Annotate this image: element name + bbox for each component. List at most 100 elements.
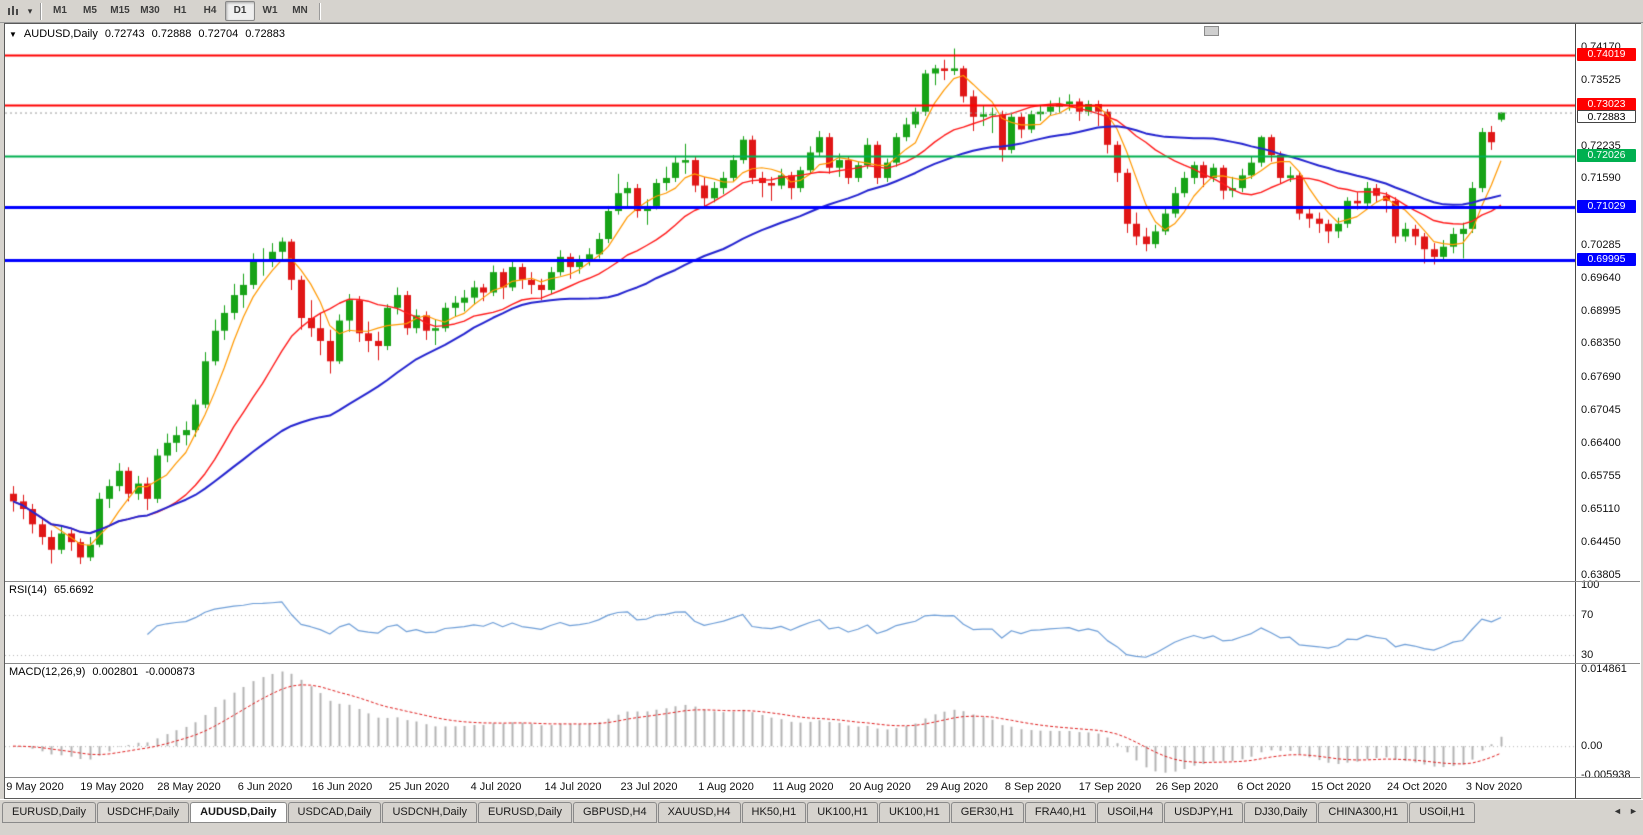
time-axis-label: 4 Jul 2020 bbox=[470, 781, 522, 793]
symbol-collapse-icon[interactable]: ▼ bbox=[9, 29, 17, 39]
macd-tick: -0.005938 bbox=[1581, 769, 1631, 781]
tab-gbpusd-h4[interactable]: GBPUSD,H4 bbox=[573, 802, 657, 823]
time-axis-label: 15 Oct 2020 bbox=[1311, 781, 1371, 793]
price-tick: 0.68995 bbox=[1581, 305, 1621, 317]
tab-eurusd-daily[interactable]: EURUSD,Daily bbox=[2, 802, 96, 823]
rsi-name: RSI(14) bbox=[9, 584, 47, 596]
price-tick: 0.73525 bbox=[1581, 74, 1621, 86]
panel-separator[interactable] bbox=[5, 663, 1640, 664]
dropdown-caret-icon[interactable]: ▾ bbox=[27, 5, 33, 16]
tab-uk100-h1[interactable]: UK100,H1 bbox=[878, 802, 950, 823]
price-tick: 0.69640 bbox=[1581, 272, 1621, 284]
macd-indicator-label: MACD(12,26,9) 0.002801 -0.000873 bbox=[9, 666, 195, 678]
chart-area: ▼ AUDUSD,Daily 0.72743 0.72888 0.72704 0… bbox=[4, 23, 1641, 799]
time-axis-label: 3 Nov 2020 bbox=[1465, 781, 1523, 793]
current-price-badge: 0.72883 bbox=[1577, 110, 1636, 123]
timeframe-button-m15[interactable]: M15 bbox=[110, 5, 130, 16]
time-axis-label: 19 May 2020 bbox=[80, 781, 144, 793]
tab-china300-h1[interactable]: CHINA300,H1 bbox=[1318, 802, 1409, 823]
level-price-badge: 0.73023 bbox=[1577, 98, 1636, 111]
price-tick: 0.63805 bbox=[1581, 569, 1621, 581]
tab-usdjpy-h1[interactable]: USDJPY,H1 bbox=[1164, 802, 1244, 823]
timeframe-button-m30[interactable]: M30 bbox=[140, 5, 160, 16]
price-chart-canvas[interactable] bbox=[5, 24, 1575, 798]
macd-name: MACD(12,26,9) bbox=[9, 666, 86, 678]
ohlc-close: 0.72883 bbox=[245, 28, 285, 40]
ohlc-high: 0.72888 bbox=[151, 28, 192, 40]
tab-usdcnh-daily[interactable]: USDCNH,Daily bbox=[382, 802, 478, 823]
ohlc-open: 0.72743 bbox=[104, 28, 145, 40]
time-axis-label: 16 Jun 2020 bbox=[311, 781, 373, 793]
tab-xauusd-h4[interactable]: XAUUSD,H4 bbox=[657, 802, 741, 823]
macd-signal-value: -0.000873 bbox=[145, 666, 195, 678]
chart-tabs: EURUSD,Daily USDCHF,Daily AUDUSD,Daily USDC… bbox=[2, 802, 1607, 823]
time-axis-label: 26 Sep 2020 bbox=[1155, 781, 1219, 793]
timeframe-button-m1[interactable]: M1 bbox=[53, 5, 67, 16]
price-tick: 0.65110 bbox=[1581, 503, 1620, 515]
time-axis-label: 28 May 2020 bbox=[157, 781, 221, 793]
time-axis-label: 8 Sep 2020 bbox=[1004, 781, 1062, 793]
toolbar-separator bbox=[319, 2, 320, 20]
rsi-value: 65.6692 bbox=[53, 584, 94, 596]
price-tick: 0.67045 bbox=[1581, 404, 1621, 416]
panel-separator bbox=[5, 777, 1640, 778]
macd-value: 0.002801 bbox=[92, 666, 139, 678]
tab-audusd-daily[interactable]: AUDUSD,Daily bbox=[190, 802, 287, 823]
level-price-badge: 0.71029 bbox=[1577, 200, 1636, 213]
tab-hk50-h1[interactable]: HK50,H1 bbox=[741, 802, 807, 823]
price-tick: 0.68350 bbox=[1581, 337, 1621, 349]
tab-uk100-h1[interactable]: UK100,H1 bbox=[807, 802, 878, 823]
price-tick: 0.65755 bbox=[1581, 470, 1621, 482]
tab-usoil-h4[interactable]: USOil,H4 bbox=[1097, 802, 1164, 823]
tab-usdcad-daily[interactable]: USDCAD,Daily bbox=[287, 802, 382, 823]
time-axis-label: 24 Oct 2020 bbox=[1387, 781, 1447, 793]
timeframe-button-w1[interactable]: W1 bbox=[262, 5, 278, 16]
tabs-scroll-right-icon[interactable]: ► bbox=[1629, 806, 1638, 816]
time-axis-label: 23 Jul 2020 bbox=[620, 781, 678, 793]
level-price-badge: 0.74019 bbox=[1577, 48, 1636, 61]
price-tick: 0.67690 bbox=[1581, 371, 1621, 383]
time-axis[interactable]: 9 May 2020 19 May 2020 28 May 2020 6 Jun 20… bbox=[5, 779, 1575, 797]
rsi-indicator-label: RSI(14) 65.6692 bbox=[9, 584, 94, 596]
time-axis-label: 6 Oct 2020 bbox=[1237, 781, 1291, 793]
price-tick: 0.64450 bbox=[1581, 536, 1621, 548]
chart-shift-marker[interactable] bbox=[1204, 26, 1219, 36]
price-tick: 0.71590 bbox=[1581, 172, 1621, 184]
time-axis-label: 11 Aug 2020 bbox=[772, 781, 834, 793]
panel-separator[interactable] bbox=[5, 581, 1640, 582]
time-axis-label: 29 Aug 2020 bbox=[926, 781, 988, 793]
rsi-tick: 100 bbox=[1581, 579, 1600, 591]
timeframes-toolbar: ▾ M1 M5 M15 M30 H1 H4 D1 W1 MN bbox=[0, 0, 1643, 23]
tab-eurusd-daily[interactable]: EURUSD,Daily bbox=[478, 802, 572, 823]
tab-usdchf-daily[interactable]: USDCHF,Daily bbox=[96, 802, 190, 823]
tab-ger30-h1[interactable]: GER30,H1 bbox=[950, 802, 1024, 823]
time-axis-label: 1 Aug 2020 bbox=[698, 781, 754, 793]
timeframe-button-mn[interactable]: MN bbox=[292, 5, 308, 16]
price-tick: 0.66400 bbox=[1581, 437, 1621, 449]
tabs-scroll-left-icon[interactable]: ◄ bbox=[1613, 806, 1622, 816]
rsi-tick: 30 bbox=[1581, 649, 1594, 661]
timeframe-button-m5[interactable]: M5 bbox=[83, 5, 97, 16]
time-axis-label: 14 Jul 2020 bbox=[544, 781, 602, 793]
level-price-badge: 0.72026 bbox=[1577, 149, 1636, 162]
tab-usoil-h1[interactable]: USOil,H1 bbox=[1409, 802, 1475, 823]
tab-fra40-h1[interactable]: FRA40,H1 bbox=[1024, 802, 1097, 823]
chart-ohlc-readout: ▼ AUDUSD,Daily 0.72743 0.72888 0.72704 0… bbox=[9, 28, 285, 40]
time-axis-label: 6 Jun 2020 bbox=[237, 781, 293, 793]
chart-tab-bar: EURUSD,Daily USDCHF,Daily AUDUSD,Daily USDC… bbox=[0, 799, 1643, 835]
ohlc-low: 0.72704 bbox=[198, 28, 239, 40]
chart-type-icon[interactable] bbox=[4, 2, 24, 20]
timeframe-button-d1[interactable]: D1 bbox=[225, 1, 255, 21]
tab-dj30-daily[interactable]: DJ30,Daily bbox=[1244, 802, 1318, 823]
timeframe-buttons: M1 M5 M15 M30 H1 H4 D1 W1 MN bbox=[45, 1, 315, 21]
price-axis[interactable]: 0.74170 0.73525 0.72235 0.71590 0.70285 0.696… bbox=[1575, 24, 1641, 798]
time-axis-label: 25 Jun 2020 bbox=[388, 781, 450, 793]
timeframe-button-h4[interactable]: H4 bbox=[203, 5, 217, 16]
macd-tick: 0.00 bbox=[1581, 740, 1603, 752]
timeframe-button-h1[interactable]: H1 bbox=[173, 5, 187, 16]
time-axis-label: 9 May 2020 bbox=[6, 781, 64, 793]
macd-tick: 0.014861 bbox=[1581, 663, 1627, 675]
rsi-tick: 70 bbox=[1581, 609, 1594, 621]
chart-symbol-period: AUDUSD,Daily bbox=[23, 28, 98, 40]
